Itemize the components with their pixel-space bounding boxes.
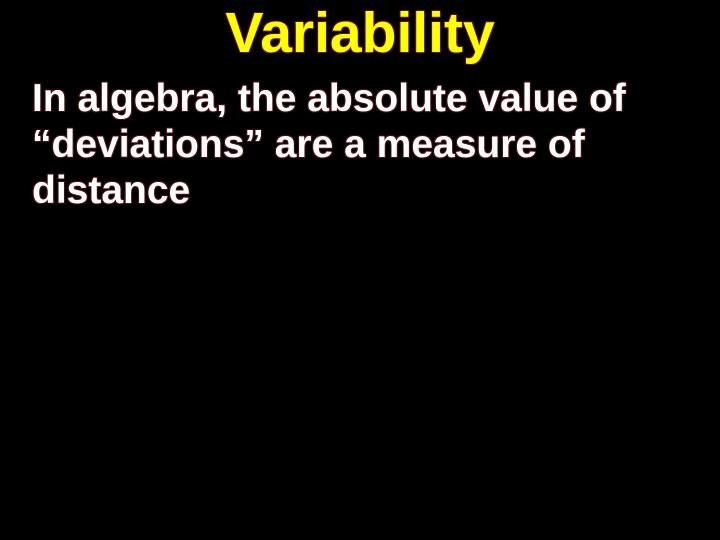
slide-body-text: In algebra, the absolute value of “devia… <box>0 64 720 214</box>
slide: Variability In algebra, the absolute val… <box>0 0 720 540</box>
slide-title: Variability <box>0 0 720 64</box>
